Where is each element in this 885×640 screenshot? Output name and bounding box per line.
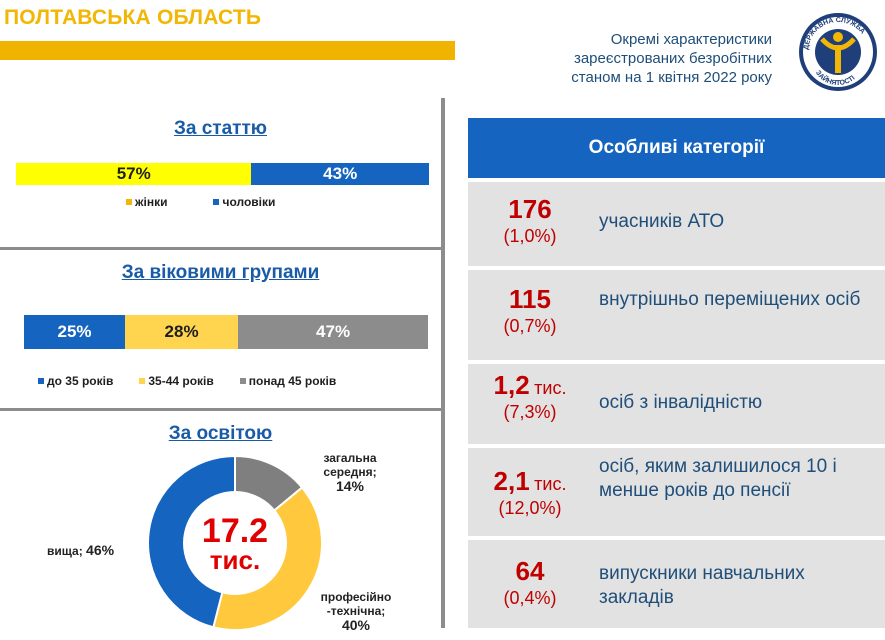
category-number: 64: [515, 556, 545, 586]
legend-swatch: [126, 199, 132, 205]
age-title: За віковими групами: [121, 262, 320, 283]
header-accent-bar: [0, 41, 455, 60]
label-pct: 46%: [86, 542, 115, 558]
label-line: загальна: [323, 451, 377, 465]
category-description: внутрішньо переміщених осіб: [599, 289, 861, 310]
age-bar: 25% 28% 47%: [24, 315, 428, 349]
label-line: середня;: [323, 465, 377, 479]
legend-label: жінки: [135, 195, 168, 209]
page-subtitle: Окремі характеристики зареєстрованих без…: [520, 30, 772, 87]
category-number: 176: [508, 194, 552, 224]
category-unit: тис.: [534, 474, 567, 494]
legend-item: чоловіки: [213, 195, 275, 209]
category-unit: тис.: [534, 378, 567, 398]
category-row: 115 (0,7%) внутрішньо переміщених осіб: [468, 270, 885, 360]
category-description: випускники навчальних закладів: [599, 563, 805, 608]
label-name: вища;: [47, 544, 83, 558]
legend-swatch: [38, 378, 44, 384]
category-value: 64 (0,4%): [468, 556, 592, 609]
category-number: 1,2: [493, 370, 530, 400]
category-value: 176 (1,0%): [468, 194, 592, 247]
label-pct: 14%: [335, 478, 365, 494]
education-title: За освітою: [168, 423, 273, 444]
category-number: 115: [509, 284, 551, 314]
legend-label: чоловіки: [222, 195, 276, 209]
legend-item: 35-44 років: [139, 374, 214, 388]
gender-legend: жінки чоловіки: [126, 195, 275, 209]
age-segment-under-35: 25%: [24, 315, 125, 349]
gender-segment-women: 57%: [16, 163, 252, 185]
section-divider: [0, 408, 441, 411]
category-percent: (1,0%): [503, 226, 557, 246]
label-general-secondary: загальна середня; 14%: [316, 451, 384, 493]
region-title: ПОЛТАВСЬКА ОБЛАСТЬ: [4, 6, 262, 29]
category-row: 2,1 тис. (12,0%) осіб, яким залишилося 1…: [468, 448, 885, 536]
subtitle-line: станом на 1 квітня 2022 року: [571, 69, 772, 86]
category-row: 1,2 тис. (7,3%) осіб з інвалідністю: [468, 364, 885, 444]
label-vocational: професійно -технічна; 40%: [320, 590, 392, 632]
category-number: 2,1: [493, 466, 530, 496]
legend-item: до 35 років: [38, 374, 113, 388]
education-total-unit: тис.: [210, 545, 260, 575]
employment-service-logo: ДЕРЖАВНА СЛУЖБА ЗАЙНЯТОСТІ: [799, 13, 877, 91]
age-segment-35-44: 28%: [125, 315, 239, 349]
age-segment-over-45: 47%: [238, 315, 428, 349]
education-total-value: 17.2: [202, 512, 268, 550]
label-line: професійно: [320, 590, 392, 604]
section-divider: [0, 247, 441, 250]
donut-hole: [183, 491, 287, 595]
education-donut-chart: 17.2 тис.: [147, 454, 323, 631]
legend-swatch: [239, 378, 246, 384]
category-percent: (0,4%): [503, 588, 557, 608]
category-percent: (0,7%): [503, 316, 557, 336]
vertical-divider: [441, 98, 445, 628]
gender-bar: 57% 43%: [16, 163, 429, 185]
gender-segment-men: 43%: [251, 163, 429, 185]
subtitle-line: зареєстрованих безробітних: [573, 50, 772, 67]
legend-label: до 35 років: [47, 374, 114, 388]
category-description: осіб, яким залишилося 10 і менше років д…: [599, 456, 837, 501]
legend-swatch: [139, 378, 146, 384]
label-line: -технічна;: [326, 604, 386, 618]
label-higher: вища; 46%: [47, 543, 114, 558]
category-percent: (7,3%): [503, 402, 557, 422]
category-value: 115 (0,7%): [468, 284, 592, 337]
category-row: 176 (1,0%) учасників АТО: [468, 182, 885, 266]
label-pct: 40%: [341, 617, 371, 633]
age-legend: до 35 років 35-44 років понад 45 років: [38, 374, 336, 388]
category-percent: (12,0%): [498, 498, 562, 518]
category-value: 2,1 тис. (12,0%): [468, 466, 592, 519]
legend-label: понад 45 років: [248, 374, 337, 388]
category-description: осіб з інвалідністю: [599, 392, 763, 413]
category-description: учасників АТО: [599, 211, 725, 232]
gender-title: За статтю: [173, 118, 268, 139]
legend-label: 35-44 років: [148, 374, 214, 388]
category-row: 64 (0,4%) випускники навчальних закладів: [468, 540, 885, 628]
legend-item: жінки: [126, 195, 167, 209]
subtitle-line: Окремі характеристики: [610, 31, 772, 48]
categories-header: Особливі категорії: [468, 118, 885, 178]
legend-item: понад 45 років: [239, 374, 337, 388]
legend-swatch: [213, 199, 220, 205]
category-value: 1,2 тис. (7,3%): [468, 370, 592, 423]
